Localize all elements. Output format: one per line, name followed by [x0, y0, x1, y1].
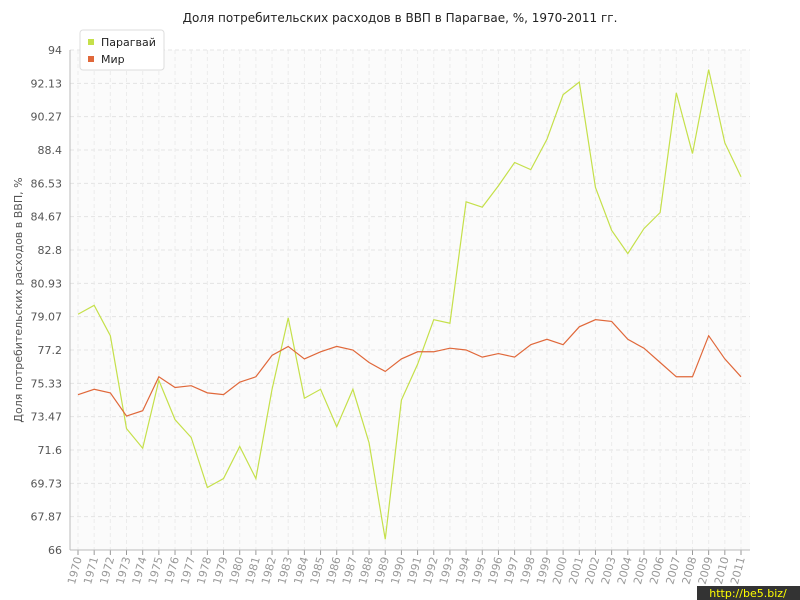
chart-title: Доля потребительских расходов в ВВП в Па… — [183, 11, 618, 25]
y-tick-label: 86.53 — [31, 177, 63, 190]
y-tick-label: 94 — [48, 44, 62, 57]
y-tick-label: 66 — [48, 544, 62, 557]
y-tick-label: 82.8 — [38, 244, 63, 257]
y-tick-label: 67.87 — [31, 511, 63, 524]
y-tick-label: 84.67 — [31, 211, 63, 224]
plot-area — [70, 50, 750, 550]
legend-label: Мир — [101, 53, 125, 66]
y-tick-label: 90.27 — [31, 111, 63, 124]
series-line — [77, 69, 742, 540]
y-tick-label: 71.6 — [38, 444, 63, 457]
y-tick-label: 80.93 — [31, 277, 63, 290]
legend-box — [79, 29, 165, 71]
y-tick-label: 92.13 — [31, 77, 63, 90]
y-tick-label: 88.4 — [38, 144, 63, 157]
legend-label: Парагвай — [101, 36, 156, 49]
y-axis-label: Доля потребительских расходов в ВВП, % — [12, 177, 25, 422]
y-tick-label: 69.73 — [31, 477, 63, 490]
series-line — [77, 319, 742, 417]
watermark-bg — [697, 586, 800, 600]
y-tick-label: 75.33 — [31, 377, 63, 390]
legend-swatch — [88, 56, 94, 62]
y-tick-label: 79.07 — [31, 311, 63, 324]
y-tick-label: 77.2 — [38, 344, 63, 357]
y-tick-label: 73.47 — [31, 411, 63, 424]
legend-swatch — [88, 39, 94, 45]
watermark: http://be5.biz/ — [709, 587, 787, 600]
